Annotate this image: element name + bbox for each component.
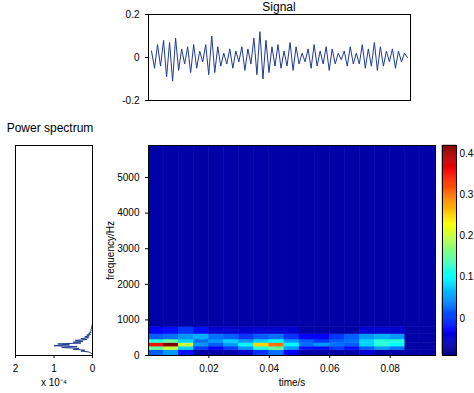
svg-text:0.4: 0.4 xyxy=(460,148,474,159)
svg-text:0: 0 xyxy=(134,52,140,63)
svg-text:0.02: 0.02 xyxy=(199,363,219,374)
svg-text:time/s: time/s xyxy=(279,377,306,388)
html-text:Signal: Signal xyxy=(262,0,296,14)
svg-text:0.04: 0.04 xyxy=(260,363,280,374)
svg-text:0: 0 xyxy=(90,363,96,374)
svg-text:x 10⁻⁴: x 10⁻⁴ xyxy=(41,377,67,388)
html-text:Power spectrum: Power spectrum xyxy=(6,121,94,135)
svg-text:0.3: 0.3 xyxy=(460,189,474,200)
svg-text:0.2: 0.2 xyxy=(460,230,474,241)
svg-text:-0.2: -0.2 xyxy=(122,95,140,106)
svg-text:2000: 2000 xyxy=(117,279,140,290)
svg-text:0.1: 0.1 xyxy=(460,271,474,282)
svg-text:0: 0 xyxy=(134,350,140,361)
svg-text:5000: 5000 xyxy=(117,172,140,183)
svg-text:0.2: 0.2 xyxy=(126,9,140,20)
svg-text:1000: 1000 xyxy=(117,314,140,325)
svg-text:4000: 4000 xyxy=(117,207,140,218)
svg-text:0: 0 xyxy=(460,313,466,324)
svg-text:1: 1 xyxy=(51,363,57,374)
svg-text:3000: 3000 xyxy=(117,243,140,254)
svg-text:0.06: 0.06 xyxy=(320,363,340,374)
svg-text:0.08: 0.08 xyxy=(380,363,400,374)
svg-text:2: 2 xyxy=(13,363,19,374)
svg-text:frequency/Hz: frequency/Hz xyxy=(105,221,116,280)
